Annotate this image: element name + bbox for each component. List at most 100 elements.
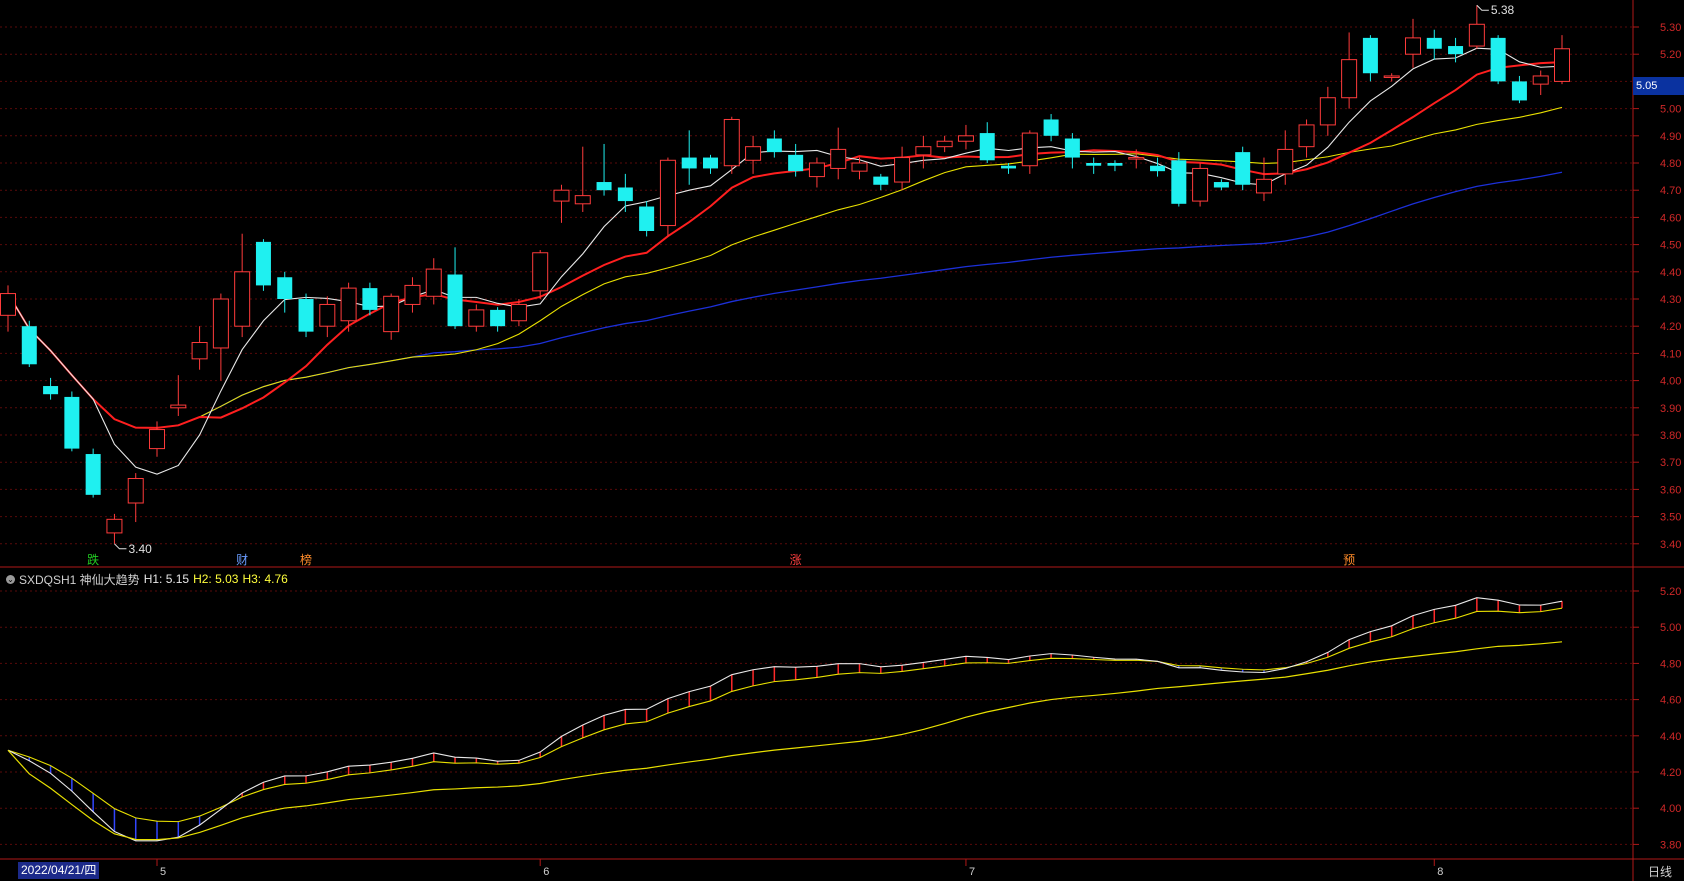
indicator-header: ⌄ SXDQSH1 神仙大趋势 H1: 5.15 H2: 5.03 H3: 4.… xyxy=(6,570,288,588)
candle-body-up xyxy=(1532,75,1549,85)
candle-body-up xyxy=(894,157,911,183)
candle-body-up xyxy=(915,146,932,156)
candle-body-down xyxy=(43,386,59,395)
candle-body-up xyxy=(659,159,676,227)
ma5-line xyxy=(7,47,1563,475)
price-tick-label: 4.90 xyxy=(1660,131,1681,143)
indicator-toggle-icon[interactable]: ⌄ xyxy=(6,574,15,584)
candle-body-down xyxy=(681,157,697,169)
candle-body-up xyxy=(149,429,166,450)
candle-body-down xyxy=(490,309,506,327)
current-price-tag: 5.05 xyxy=(1633,77,1684,95)
candle-body-down xyxy=(1043,119,1059,136)
candle-body-down xyxy=(1235,152,1251,185)
candle-body-up xyxy=(574,195,591,205)
candle-body-down xyxy=(64,396,80,449)
price-axis: 5.305.205.105.004.904.804.704.604.504.40… xyxy=(1633,22,1681,851)
candle-body-up xyxy=(745,146,762,161)
price-tick-label: 4.60 xyxy=(1660,212,1681,224)
candle-body-down xyxy=(1362,37,1378,74)
indicator-h1: H1: 5.15 xyxy=(143,572,190,586)
price-tick-label: 4.80 xyxy=(1660,158,1681,170)
candle-body-down xyxy=(596,182,612,191)
candle-body-down xyxy=(766,138,782,153)
candle-body-up xyxy=(1383,75,1400,78)
month-label: 8 xyxy=(1437,866,1443,878)
indicator-h1-line xyxy=(7,597,1563,842)
indicator-tick-label: 4.80 xyxy=(1660,658,1681,670)
candle-body-up xyxy=(1404,37,1421,55)
candle-body-up xyxy=(468,309,485,327)
indicator-h2-line xyxy=(7,607,1563,823)
price-tick-label: 5.20 xyxy=(1660,49,1681,61)
indicator-panel xyxy=(7,597,1563,842)
cursor-date: 2022/04/21/四 xyxy=(18,862,100,879)
candle-body-up xyxy=(1554,48,1570,82)
moving-average-lines xyxy=(7,47,1563,475)
candle-body-up xyxy=(0,293,16,316)
event-marker[interactable]: 涨 xyxy=(789,553,802,567)
price-tick-label: 3.70 xyxy=(1660,457,1681,469)
candle-body-up xyxy=(383,295,400,333)
candle-body-up xyxy=(106,518,123,534)
price-tick-label: 4.40 xyxy=(1660,267,1681,279)
period-label[interactable]: 日线 xyxy=(1648,865,1673,879)
candle-body-up xyxy=(170,404,187,409)
price-tick-label: 5.00 xyxy=(1660,104,1681,116)
price-tick-label: 3.50 xyxy=(1660,512,1681,524)
event-marker[interactable]: 榜 xyxy=(300,553,313,567)
candle-body-up xyxy=(127,478,144,504)
ma10-line xyxy=(7,61,1563,429)
price-tick-label: 4.00 xyxy=(1660,376,1681,388)
candle-body-down xyxy=(447,274,463,327)
indicator-tick-label: 3.80 xyxy=(1660,839,1681,851)
candle-body-down xyxy=(1086,163,1102,166)
ma20-line xyxy=(7,106,1563,429)
candle-body-up xyxy=(212,298,229,349)
indicator-h3: H3: 4.76 xyxy=(242,572,288,586)
price-tick-label: 3.40 xyxy=(1660,539,1681,551)
price-tick-label: 5.30 xyxy=(1660,22,1681,34)
indicator-tick-label: 4.20 xyxy=(1660,767,1681,779)
candle-body-up xyxy=(425,268,442,297)
low-pointer xyxy=(114,543,127,550)
candle-body-up xyxy=(404,284,421,305)
indicator-tick-label: 4.00 xyxy=(1660,803,1681,815)
candle-body-down xyxy=(1171,160,1187,204)
event-marker[interactable]: 预 xyxy=(1343,553,1356,567)
candlesticks: 5.38 3.40 xyxy=(0,3,1570,556)
candle-body-up xyxy=(340,287,357,322)
indicator-name: SXDQSH1 神仙大趋势 xyxy=(19,572,140,587)
candle-body-down xyxy=(1511,81,1527,101)
candle-body-up xyxy=(1468,23,1485,47)
price-tick-label: 4.10 xyxy=(1660,348,1681,360)
price-tick-label: 4.70 xyxy=(1660,185,1681,197)
date-axis: 5 6 7 8 xyxy=(156,859,1443,878)
candle-body-up xyxy=(191,342,208,360)
candle-body-down xyxy=(1448,46,1464,55)
event-marker[interactable]: 跌 xyxy=(87,553,100,567)
candle-body-up xyxy=(319,303,336,327)
high-annotation: 5.38 xyxy=(1491,3,1515,17)
event-marker[interactable]: 财 xyxy=(236,553,249,567)
high-pointer xyxy=(1476,4,1489,11)
low-annotation: 3.40 xyxy=(128,542,152,556)
month-label: 7 xyxy=(969,866,975,878)
candle-body-up xyxy=(723,118,740,167)
candle-body-down xyxy=(639,206,655,231)
indicator-tick-label: 5.20 xyxy=(1660,586,1681,598)
candle-body-down xyxy=(979,133,995,161)
candle-body-up xyxy=(1319,97,1336,126)
price-tick-label: 4.20 xyxy=(1660,321,1681,333)
candle-body-up xyxy=(1255,178,1272,194)
candle-body-up xyxy=(510,303,527,322)
indicator-tick-label: 5.00 xyxy=(1660,622,1681,634)
candle-body-down xyxy=(85,454,101,495)
candle-body-up xyxy=(1192,167,1209,202)
month-label: 6 xyxy=(543,866,549,878)
candle-body-down xyxy=(1150,165,1166,172)
candle-body-down xyxy=(255,241,271,286)
candle-body-up xyxy=(830,148,847,169)
